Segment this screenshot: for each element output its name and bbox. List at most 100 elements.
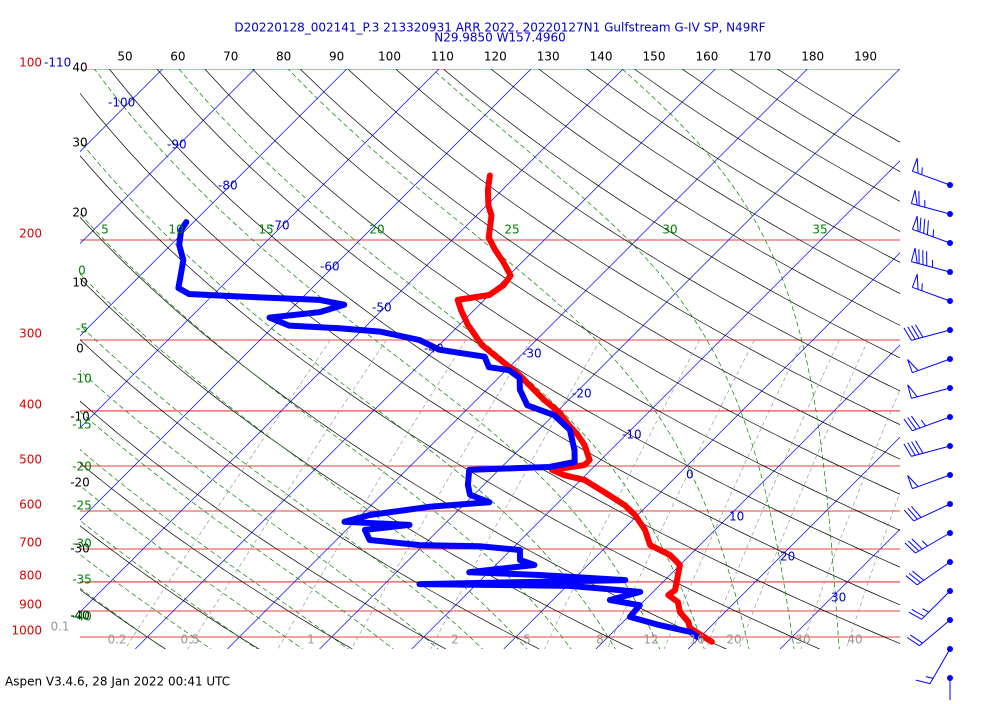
dry-adiabat xyxy=(348,69,1000,651)
footer: Aspen V3.4.6, 28 Jan 2022 00:41 UTC xyxy=(5,675,230,689)
isotherm xyxy=(0,69,255,649)
station-dot xyxy=(947,269,953,275)
mixing-ratio-line xyxy=(276,340,466,651)
moist-adiabat-label: 20 xyxy=(369,223,384,237)
wind-barbs xyxy=(904,158,953,700)
mixing-ratio-line xyxy=(124,340,331,651)
station-dot xyxy=(947,240,953,246)
pressure-label: 400 xyxy=(19,397,42,411)
wind-barb xyxy=(909,591,950,619)
moist-adiabat-label: -5 xyxy=(76,322,88,336)
dry-adiabat xyxy=(253,69,1000,651)
station-dot xyxy=(947,385,953,391)
mixing-ratio-label: 1 xyxy=(307,633,315,647)
moist-adiabat-label: 25 xyxy=(504,223,519,237)
dry-adiabat-label: 20 xyxy=(72,206,87,220)
dry-adiabat-label: 190 xyxy=(854,50,877,64)
station-dot xyxy=(947,182,953,188)
dry-adiabat-label: 160 xyxy=(695,50,718,64)
pressure-label: 100 xyxy=(19,56,42,70)
moist-adiabat-label: 10 xyxy=(168,223,183,237)
dry-adiabat-label: 10 xyxy=(72,276,87,290)
moist-adiabat xyxy=(0,69,260,651)
dry-adiabat-label: 50 xyxy=(117,50,132,64)
moist-adiabat xyxy=(179,69,705,651)
moist-adiabat-label: 15 xyxy=(258,223,273,237)
wind-barb xyxy=(904,325,950,341)
mixing-ratio-line xyxy=(705,340,839,651)
mixing-ratio-label: 0.1 xyxy=(50,620,69,634)
pressure-label: 700 xyxy=(19,535,42,549)
sounding-trace xyxy=(178,222,697,637)
isotherm-label: -30 xyxy=(522,347,542,361)
isotherm xyxy=(0,69,347,649)
moist-adiabat-label: -10 xyxy=(72,372,92,386)
isotherm-label: 10 xyxy=(729,510,744,524)
station-dot xyxy=(947,298,953,304)
wind-barb xyxy=(907,620,950,646)
dry-adiabat xyxy=(205,69,1000,651)
dry-adiabat-label: 100 xyxy=(378,50,401,64)
station-dot xyxy=(947,501,953,507)
pressure-label: 600 xyxy=(19,497,42,511)
moist-adiabat xyxy=(0,69,351,651)
mixing-ratio-label: 40 xyxy=(847,633,862,647)
dry-adiabat-label: 110 xyxy=(431,50,454,64)
dry-adiabat-label: 60 xyxy=(170,50,185,64)
station-dot xyxy=(947,588,953,594)
isotherm-label: 20 xyxy=(780,550,795,564)
wind-barb xyxy=(908,385,950,399)
isotherm xyxy=(0,69,163,649)
moist-adiabat xyxy=(0,69,529,651)
dry-adiabat-label: 0 xyxy=(76,342,84,356)
wind-barb xyxy=(904,441,950,457)
moist-adiabat xyxy=(0,69,306,651)
mixing-ratio-line xyxy=(350,340,531,651)
isotherm-label: -80 xyxy=(218,179,238,193)
moist-adiabat xyxy=(0,69,396,651)
pressure-label: 200 xyxy=(19,226,42,240)
wind-barb xyxy=(911,190,950,214)
wind-barb xyxy=(908,359,950,373)
station-dot xyxy=(947,211,953,217)
dry-adiabat xyxy=(587,69,1000,651)
moist-adiabat-label: 35 xyxy=(812,223,827,237)
station-dot xyxy=(947,559,953,565)
dry-adiabat-label: 90 xyxy=(329,50,344,64)
dry-adiabat xyxy=(491,69,1000,651)
mixing-ratio-label: 16 xyxy=(689,633,704,647)
moist-adiabat-label: -40 xyxy=(72,610,92,624)
dry-adiabat-label: 120 xyxy=(484,50,507,64)
wind-barb xyxy=(906,562,950,585)
isotherm xyxy=(0,69,70,649)
isotherm xyxy=(320,69,900,649)
wind-barb xyxy=(916,649,950,684)
moist-adiabat-label: -35 xyxy=(72,573,92,587)
dry-adiabat-label: 30 xyxy=(72,136,87,150)
moist-adiabat-label: 0 xyxy=(78,264,86,278)
station-dot xyxy=(947,617,953,623)
moist-adiabat-label: 30 xyxy=(662,223,677,237)
dry-adiabat-label: 130 xyxy=(537,50,560,64)
wind-barb xyxy=(936,678,950,700)
isotherm-label: -60 xyxy=(320,260,340,274)
moist-adiabat xyxy=(0,69,485,651)
pressure-label: 800 xyxy=(19,568,42,582)
station-dot xyxy=(947,414,953,420)
pressure-label: 300 xyxy=(19,326,42,340)
pressure-label: 500 xyxy=(19,452,42,466)
dry-adiabat-label: 40 xyxy=(72,61,87,75)
moist-adiabat-label: -30 xyxy=(72,537,92,551)
isotherm-label: 30 xyxy=(831,591,846,605)
isotherm-label: -90 xyxy=(167,138,187,152)
isotherm-label: -20 xyxy=(572,387,592,401)
wind-barb xyxy=(908,475,950,489)
isotherm-label: 0 xyxy=(686,468,694,482)
wind-barb xyxy=(912,158,950,185)
dry-adiabat xyxy=(0,69,637,651)
isotherm xyxy=(227,69,807,649)
mixing-ratio-label: 0.5 xyxy=(180,633,199,647)
isotherm-label: -40 xyxy=(424,342,444,356)
